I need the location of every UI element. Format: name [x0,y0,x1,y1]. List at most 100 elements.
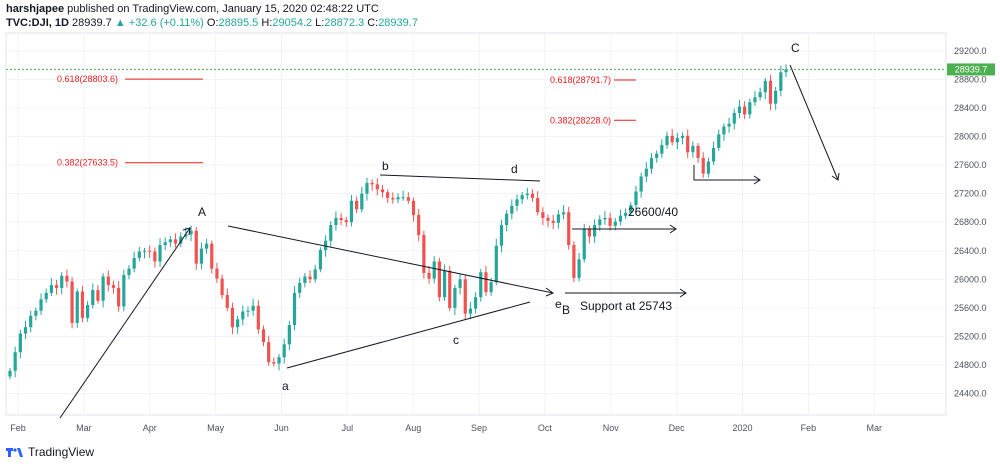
candle-body [70,281,74,323]
candle-body [303,276,307,283]
candle-body [287,325,291,345]
candle-body [91,290,95,306]
candle-body [29,315,33,328]
candle-body [618,215,623,222]
dec-arrow[interactable] [693,165,760,181]
price-axis[interactable]: 29200.0 28800.0 28400.0 28000.0 27600.0 27200… [954,46,987,399]
candle-body [572,245,576,278]
wave-line[interactable] [286,301,531,369]
x-tick-label: Aug [405,423,421,433]
candle-body [318,250,322,270]
ohlc-bar: TVC:DJI, 1D 28939.7 ▲ +32.6 (+0.11%) O:2… [6,17,418,29]
candle-body [396,197,400,200]
candle-body [737,106,742,113]
fib-label: 0.382(28228.0) [550,115,611,125]
candle-body [448,270,452,308]
price-tag: 28939.7 [947,63,995,76]
candle-body [272,362,276,364]
candle-body [282,344,286,358]
high-label: H: [261,17,273,29]
candle-body [603,217,607,220]
candle-body [267,342,271,363]
open-value: 28895.5 [218,17,259,29]
candle-body [75,291,79,323]
wave-line[interactable] [379,174,541,182]
price-tag-text: 28939.7 [955,64,988,74]
y-tick-label: 28400.0 [954,103,987,113]
candle-body [582,228,586,260]
candle-body [96,290,100,301]
time-axis[interactable]: Feb Mar Apr May Jun Jul Aug Sep Oct Nov Dec 2020 Feb… [10,423,882,433]
candle-body [153,251,157,262]
candle-body [106,276,110,286]
candle-body [391,197,395,200]
price-tag-box [947,63,995,76]
candle-body [525,193,529,196]
candle-body [711,147,716,162]
wave-line[interactable] [227,225,554,294]
y-tick-label: 29200.0 [954,46,987,56]
brand-name[interactable]: TradingView [28,445,95,459]
candle-body [18,333,22,353]
x-tick-label: Oct [538,423,553,433]
candle-body [644,168,648,177]
footer: TradingView [6,445,94,459]
wave-line[interactable] [789,64,839,181]
x-tick-label: Feb [801,423,817,433]
candle-body [236,319,240,328]
x-tick-label: Mar [76,423,92,433]
candle-body [277,357,281,364]
x-tick-label: Apr [143,423,157,433]
candle-body [499,225,504,246]
candle-body [748,102,752,115]
target-annotation: 26600/40 [628,205,678,219]
symbol-label[interactable]: TVC:DJI, 1D [6,17,69,29]
author-name[interactable]: harshjapee [6,3,65,15]
open-label: O: [206,17,219,29]
candle-body [613,221,617,226]
candle-body [634,191,638,206]
candle-body [779,72,783,91]
x-tick-label: Jun [274,423,289,433]
candle-body [60,275,64,288]
candle-body [101,276,105,301]
x-tick-label: Jul [342,423,354,433]
candle-body [86,305,90,318]
candle-body [717,134,721,148]
candle-body [479,272,483,298]
candle-body [541,212,545,218]
chart-pane [5,32,947,416]
candle-body [184,234,188,237]
wave-label-c: c [453,333,459,347]
candle-body [215,268,219,279]
low-value: 28872.3 [324,17,365,29]
candle-body [546,217,550,221]
candle-body [665,135,669,146]
candle-body [515,199,519,206]
candle-body [54,285,59,288]
wave-line[interactable] [59,227,191,419]
candle-body [292,292,297,326]
candle-body [763,80,767,93]
candle-body [168,239,172,243]
candle-body [406,197,410,201]
candle-body [732,112,736,124]
candle-body [80,291,85,318]
candle-body [323,240,328,251]
candle-body [484,272,488,293]
support-annotation: Support at 25743 [580,299,672,313]
candle-body [784,69,788,73]
candle-body [474,297,478,309]
candle-body [427,272,431,279]
wave-label-d: d [511,162,518,176]
candle-body [365,182,369,194]
candle-body [380,189,385,193]
candle-body [39,299,43,311]
candle-body [158,245,162,262]
candle-body [727,123,731,127]
candle-body [696,145,700,158]
candle-body [706,161,710,174]
candle-body [639,176,643,192]
x-tick-label: Mar [867,423,883,433]
